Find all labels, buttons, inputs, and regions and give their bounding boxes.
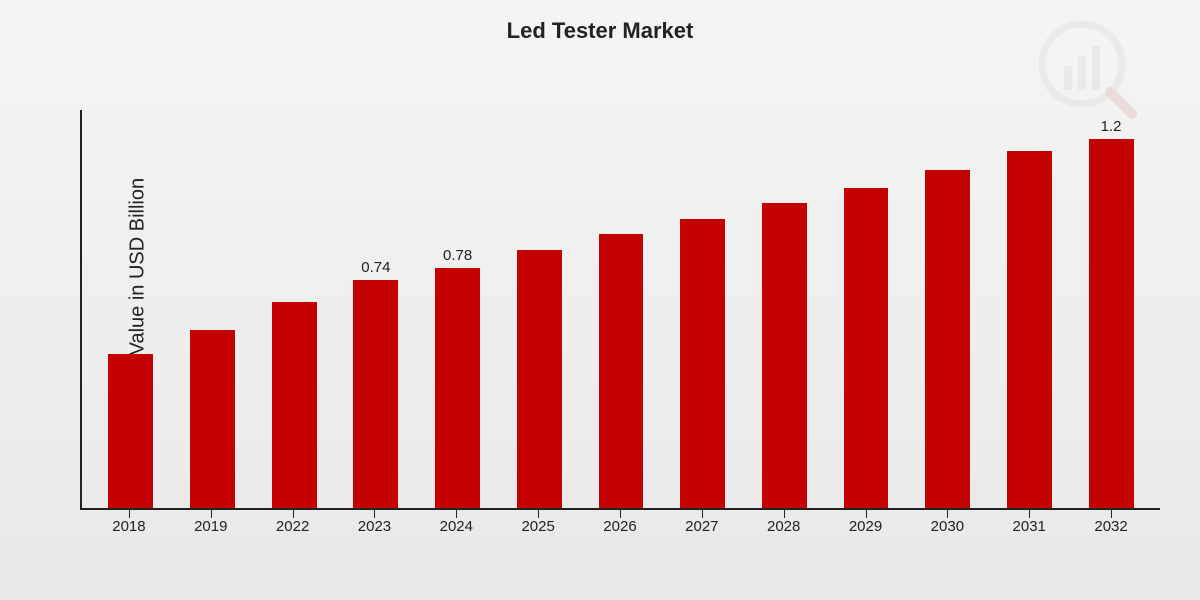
bar <box>190 330 235 508</box>
bar <box>353 280 398 508</box>
bar-slot: 0.74 <box>335 110 417 508</box>
x-axis-tick <box>866 510 867 518</box>
x-axis-tick <box>293 510 294 518</box>
bar-slot <box>825 110 907 508</box>
bar <box>599 234 644 508</box>
x-axis-tick <box>211 510 212 518</box>
bar <box>435 268 480 508</box>
bar-value-label: 0.74 <box>361 259 390 276</box>
x-axis-tick <box>1029 510 1030 518</box>
bar-slot: 1.2 <box>1070 110 1152 508</box>
x-axis-tick <box>374 510 375 518</box>
bar-slot <box>744 110 826 508</box>
bar <box>1089 139 1134 508</box>
x-axis-tick <box>456 510 457 518</box>
x-axis-tick <box>129 510 130 518</box>
x-axis-tick <box>538 510 539 518</box>
bar-slot <box>90 110 172 508</box>
bar <box>844 188 889 508</box>
bar-slot <box>580 110 662 508</box>
bar <box>517 250 562 508</box>
bar-slot <box>662 110 744 508</box>
bar <box>272 302 317 508</box>
bar-slot <box>989 110 1071 508</box>
bar-slot <box>172 110 254 508</box>
bar <box>925 170 970 508</box>
bar <box>1007 151 1052 508</box>
bar <box>108 354 153 508</box>
x-axis-tick <box>1111 510 1112 518</box>
bar-value-label: 0.78 <box>443 247 472 264</box>
bar <box>680 219 725 508</box>
x-axis-tick <box>947 510 948 518</box>
bar-slot: 0.78 <box>417 110 499 508</box>
bar-slot <box>498 110 580 508</box>
bar-slot <box>907 110 989 508</box>
x-axis-tick <box>784 510 785 518</box>
bar-value-label: 1.2 <box>1101 118 1122 135</box>
x-axis-tick <box>620 510 621 518</box>
plot-area: 0.74 0.78 1.2 <box>80 110 1160 510</box>
bar <box>762 203 807 508</box>
chart-title: Led Tester Market <box>0 18 1200 44</box>
x-axis-tick <box>702 510 703 518</box>
bars-container: 0.74 0.78 1.2 <box>82 110 1160 508</box>
bar-slot <box>253 110 335 508</box>
